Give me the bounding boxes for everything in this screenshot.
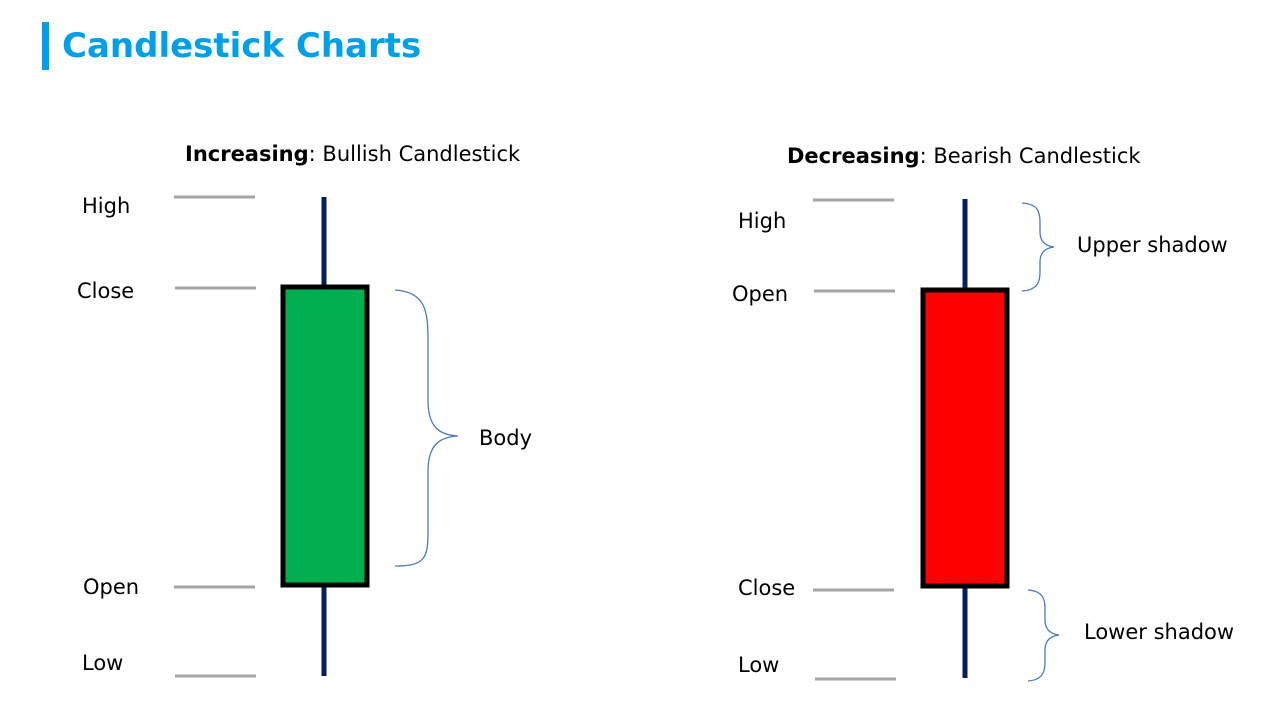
bullish-low-label: Low (82, 651, 123, 675)
bearish-body (923, 290, 1007, 586)
bullish-heading-rest: : Bullish Candlestick (309, 142, 521, 166)
bullish-heading-bold: Increasing (185, 142, 309, 166)
bearish-high-label: High (738, 209, 786, 233)
lower-shadow-brace (1028, 590, 1059, 681)
bearish-heading-rest: : Bearish Candlestick (920, 144, 1142, 168)
bearish-heading-bold: Decreasing (787, 144, 920, 168)
upper-shadow-brace (1022, 203, 1054, 291)
bullish-close-label: Close (77, 279, 134, 303)
upper-shadow-label: Upper shadow (1077, 233, 1228, 257)
bullish-heading: Increasing: Bullish Candlestick (185, 142, 521, 166)
body-label: Body (479, 426, 532, 450)
bullish-body (283, 287, 367, 585)
bearish-low-label: Low (738, 653, 779, 677)
lower-shadow-label: Lower shadow (1084, 620, 1234, 644)
bullish-open-label: Open (83, 575, 139, 599)
bearish-heading: Decreasing: Bearish Candlestick (787, 144, 1141, 168)
body-brace (395, 290, 458, 566)
bullish-high-label: High (82, 194, 130, 218)
bearish-open-label: Open (732, 282, 788, 306)
bearish-close-label: Close (738, 576, 795, 600)
